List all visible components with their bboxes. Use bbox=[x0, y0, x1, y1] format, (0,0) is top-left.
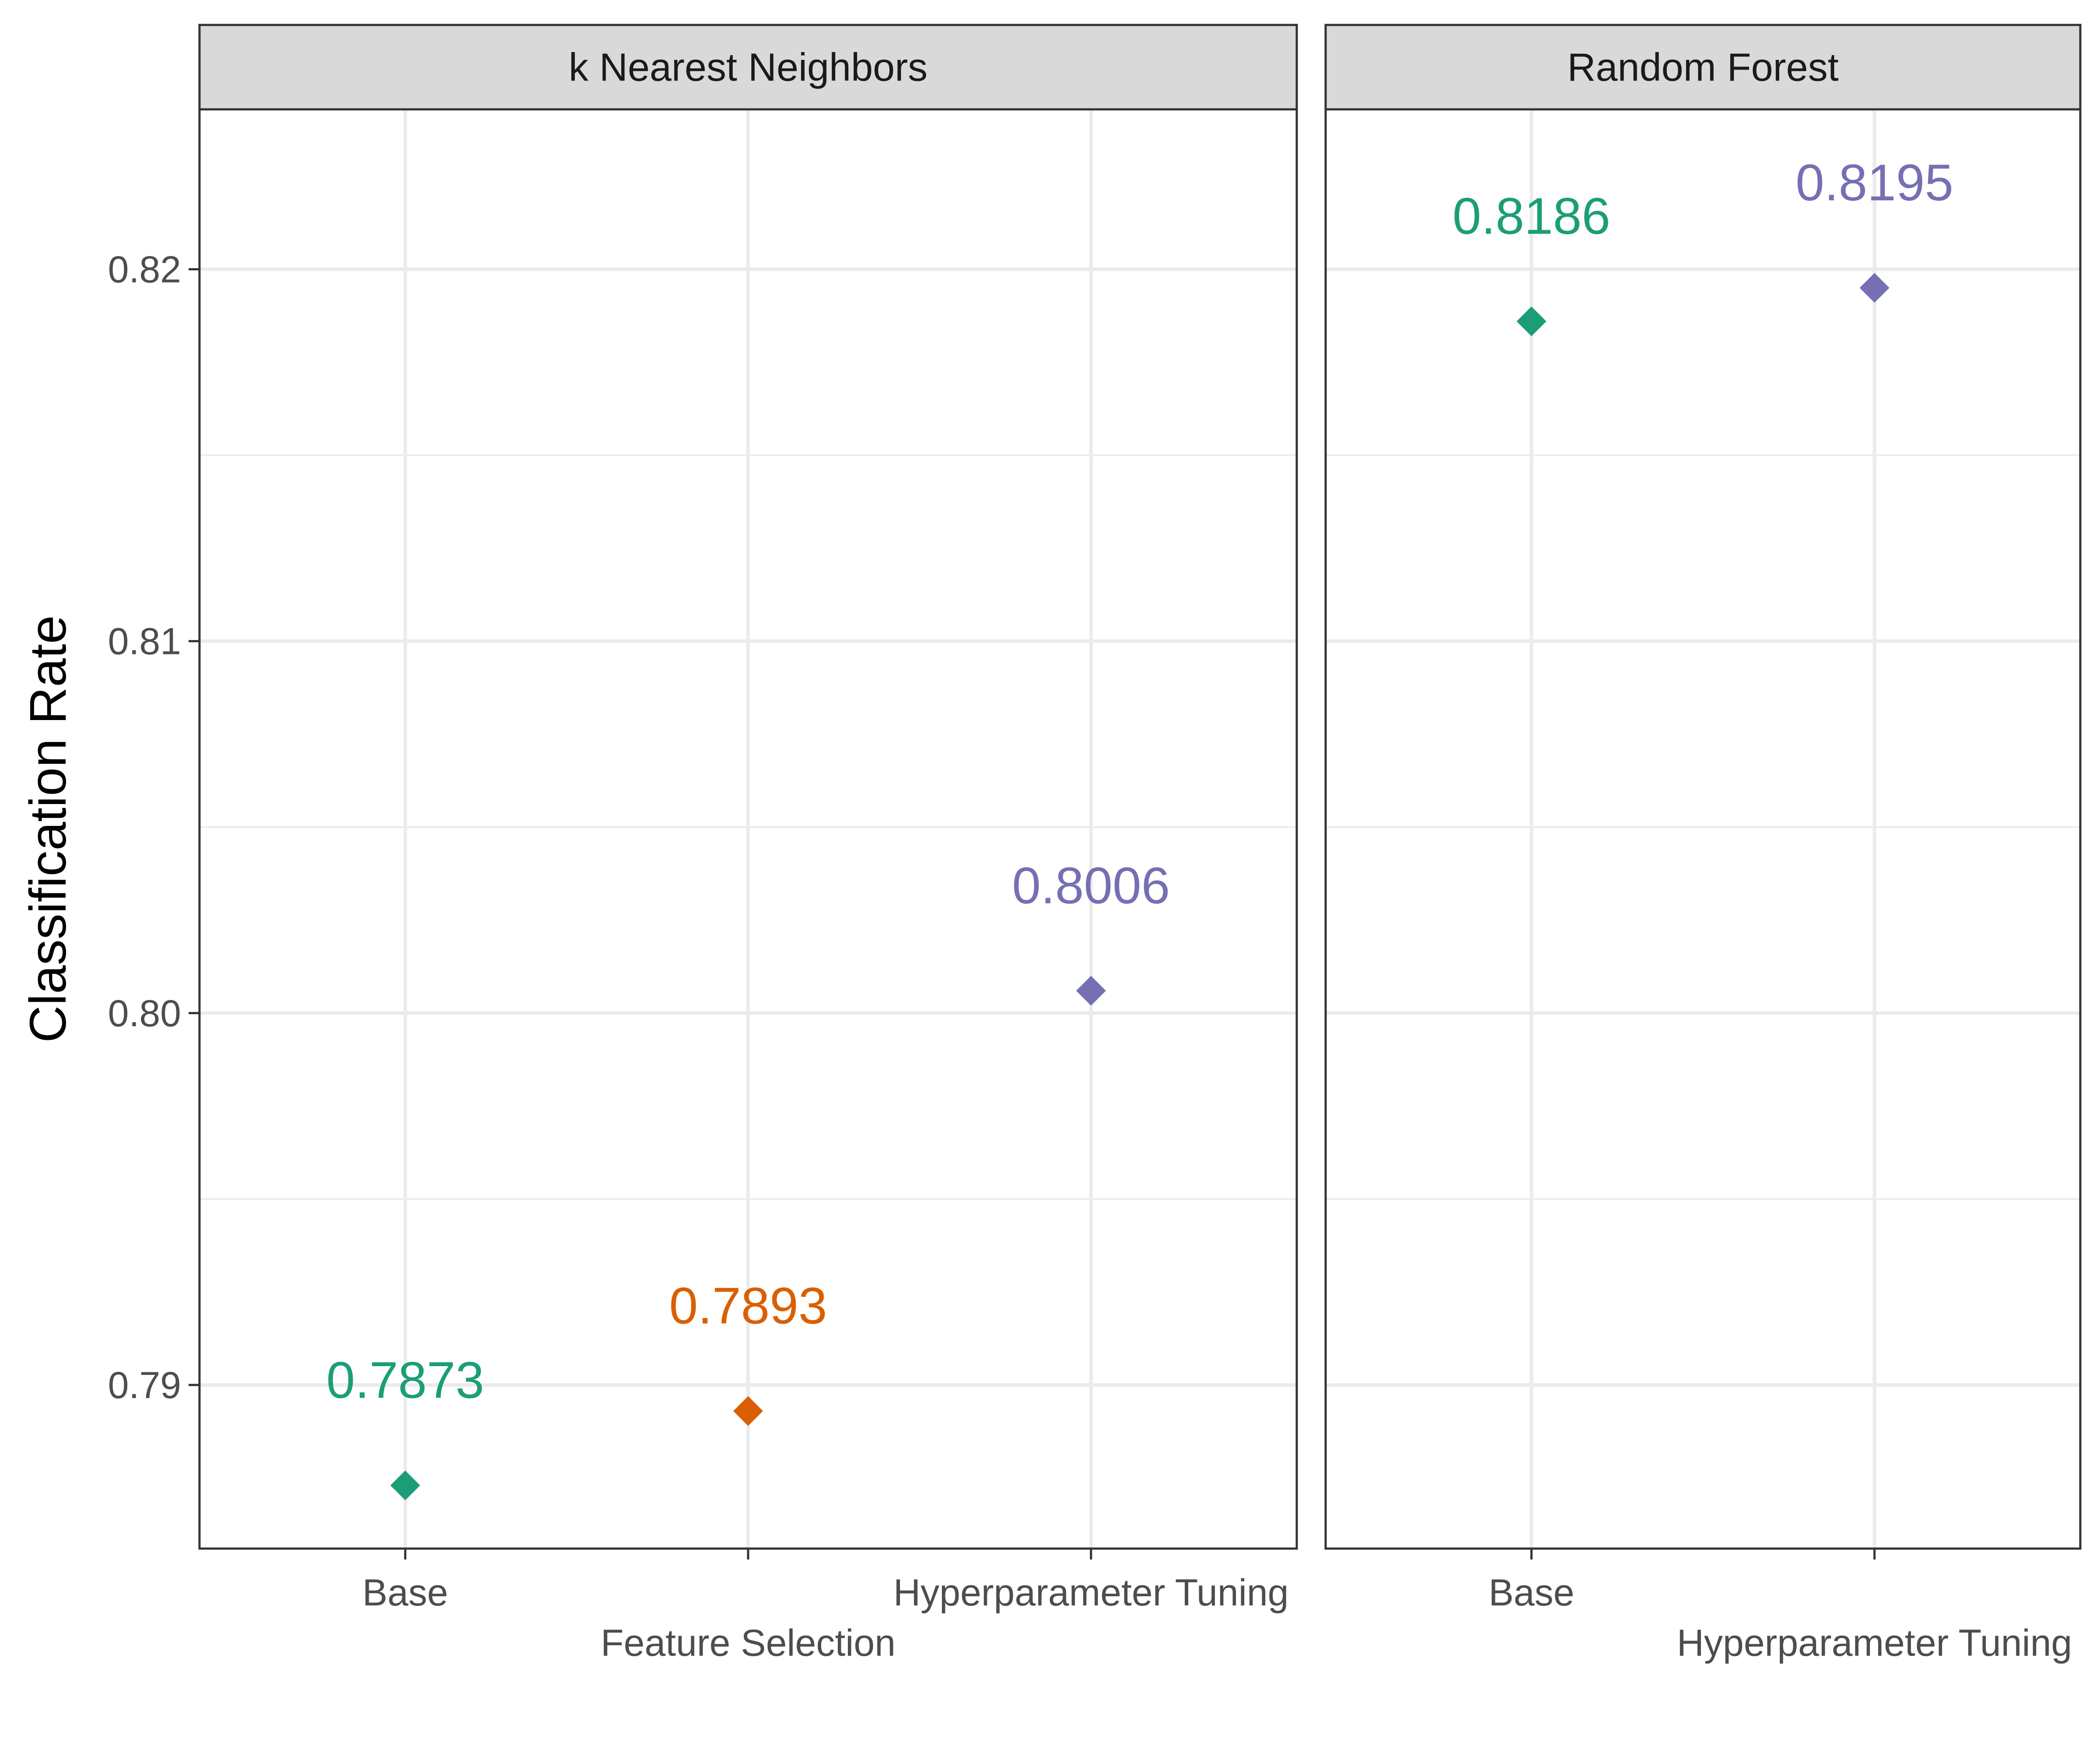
panel-background-1 bbox=[1326, 109, 2080, 1549]
data-point bbox=[733, 1396, 763, 1426]
data-point bbox=[1516, 306, 1547, 336]
y-tick-label: 0.81 bbox=[108, 621, 181, 663]
y-tick-label: 0.80 bbox=[108, 993, 181, 1035]
x-tick-label: Hyperparameter Tuning bbox=[1677, 1622, 2072, 1664]
x-tick-label: Feature Selection bbox=[601, 1622, 896, 1664]
data-label: 0.8186 bbox=[1452, 188, 1610, 245]
x-tick-label: Base bbox=[362, 1572, 448, 1614]
data-label: 0.7893 bbox=[669, 1277, 827, 1335]
facet-title: k Nearest Neighbors bbox=[569, 46, 928, 90]
x-tick-label: Base bbox=[1488, 1572, 1574, 1614]
data-point bbox=[390, 1470, 420, 1500]
x-tick-label: Hyperparameter Tuning bbox=[893, 1572, 1288, 1614]
facet-strip bbox=[198, 24, 1298, 111]
data-point bbox=[1859, 273, 1890, 303]
data-label: 0.8006 bbox=[1012, 857, 1170, 915]
facet-strip bbox=[1324, 24, 2082, 111]
data-point bbox=[1076, 976, 1106, 1006]
facet-title: Random Forest bbox=[1567, 46, 1838, 90]
y-tick-label: 0.79 bbox=[108, 1364, 181, 1406]
data-label: 0.8195 bbox=[1796, 154, 1953, 212]
y-axis-title: Classification Rate bbox=[19, 615, 77, 1042]
y-tick-label: 0.82 bbox=[108, 249, 181, 291]
data-label: 0.7873 bbox=[326, 1351, 484, 1409]
